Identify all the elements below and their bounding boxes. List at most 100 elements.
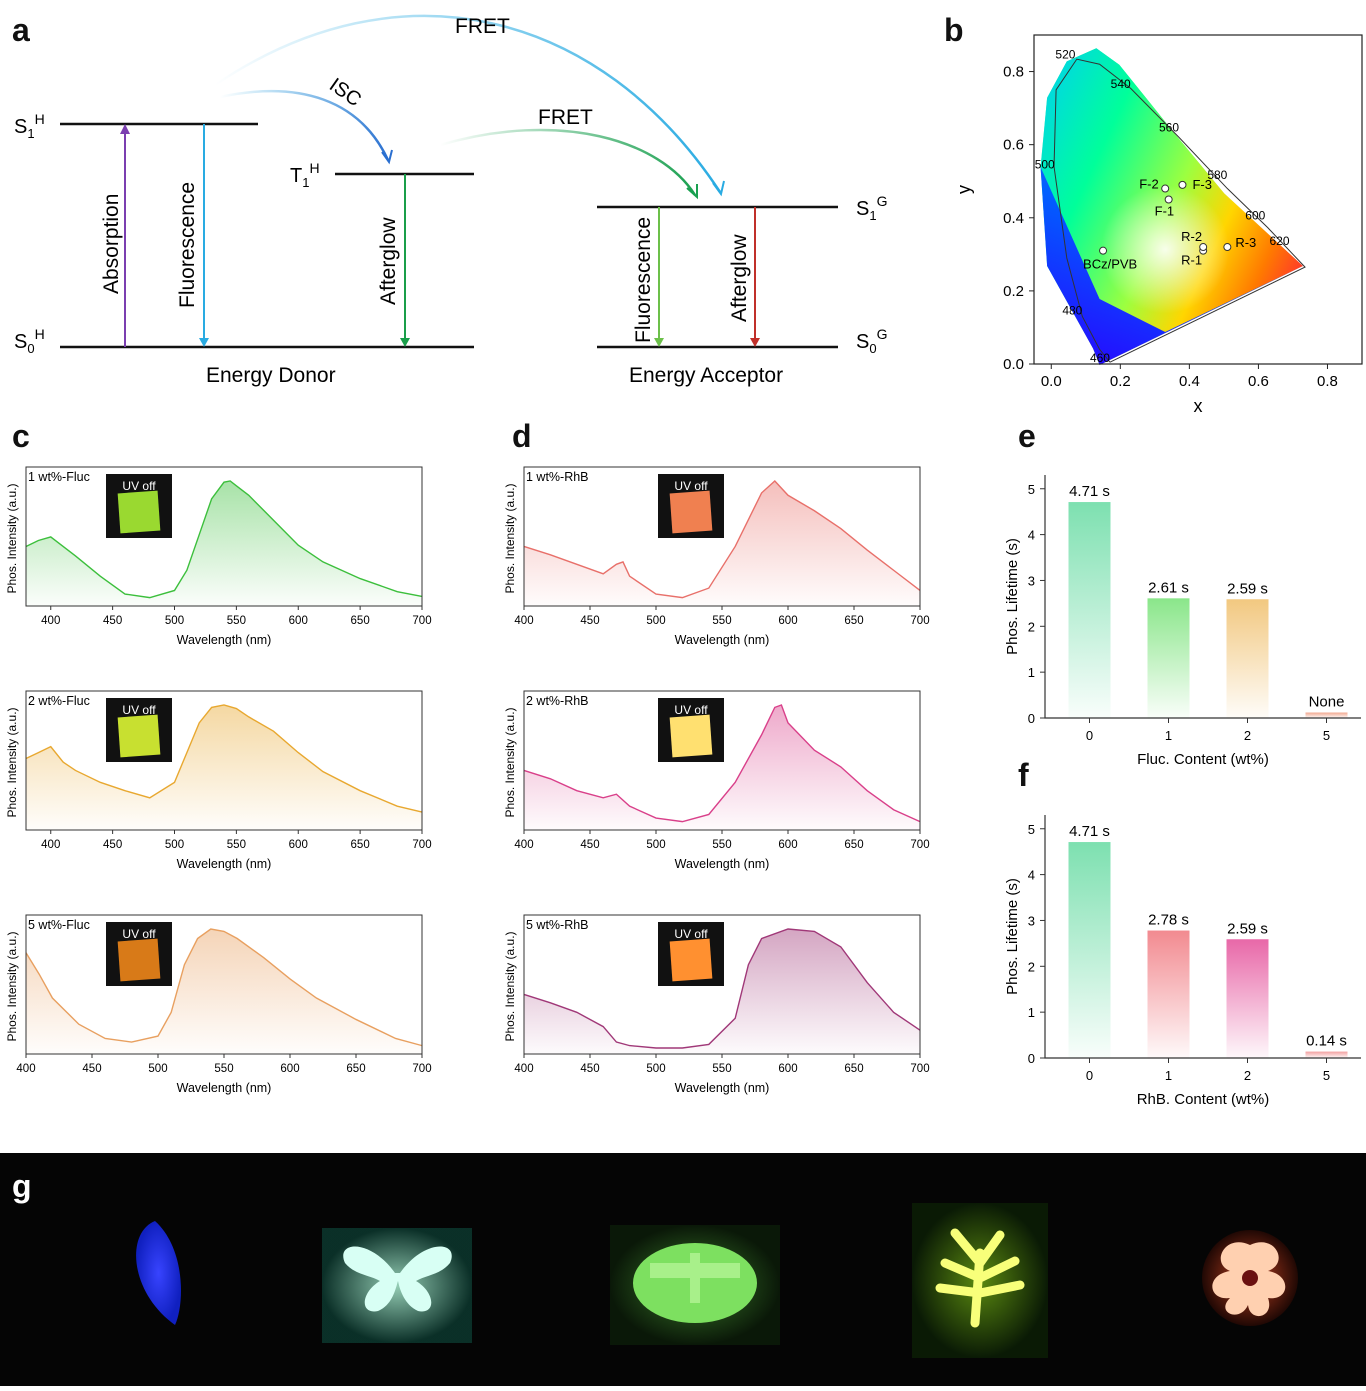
photo-flower [1202, 1230, 1298, 1326]
cie-point [1164, 195, 1173, 204]
spectrum-d1: 400 450 500 550 600 650 700 Wavelength (nm) Phos… [503, 466, 930, 647]
cie-wavelength-label: 480 [1062, 303, 1082, 317]
spectrum-y-label: Phos. Intensity (a.u.) [5, 483, 19, 593]
afterglow-acceptor-label: Afterglow [728, 234, 751, 322]
bar-y-tick-label: 1 [1028, 665, 1035, 680]
cie-y-tick-label: 0.6 [1003, 137, 1024, 154]
fret-top-arrow [214, 14, 722, 193]
panel-label-a: a [12, 12, 30, 48]
bar-y-tick-label: 2 [1028, 959, 1035, 974]
spectrum-x-tick-label: 500 [646, 615, 665, 627]
spectrum-x-tick-label: 500 [165, 615, 184, 627]
spectrum-x-tick-label: 650 [844, 615, 863, 627]
spectrum-y-label: Phos. Intensity (a.u.) [5, 707, 19, 817]
spectrum-x-label: Wavelength (nm) [675, 1081, 770, 1095]
cie-wavelength-label: 620 [1269, 234, 1289, 248]
cie-x-tick-label: 0.0 [1041, 373, 1062, 390]
spectrum-area [524, 481, 920, 606]
fluorescence-donor-label: Fluorescence [176, 182, 199, 308]
spectrum-d3: 400 450 500 550 600 650 700 Wavelength (nm) Phos… [503, 914, 930, 1095]
inset-uv-off-label: UV off [674, 927, 708, 941]
bar-value-label: 2.61 s [1148, 579, 1189, 596]
spectrum-x-tick-label: 400 [514, 839, 533, 851]
inset-sample-square [669, 938, 713, 982]
spectrum-x-tick-label: 400 [41, 839, 60, 851]
cie-point-label: R-1 [1181, 253, 1202, 268]
cie-point [1199, 243, 1208, 252]
panel-label-c: c [12, 418, 30, 454]
inset-uv-off-label: UV off [122, 479, 156, 493]
photo-butterfly [322, 1228, 472, 1343]
cie-locus [1053, 58, 1306, 363]
spectrum-line [25, 480, 423, 599]
cie-x-tick-label: 0.8 [1317, 373, 1338, 390]
cie-point-label: F-3 [1192, 177, 1212, 192]
spectrum-x-tick-label: 550 [712, 1063, 731, 1075]
inset-sample-square [117, 490, 161, 534]
t1h-label: T1H [290, 160, 320, 190]
spectrum-sample-label: 2 wt%-Fluc [28, 694, 90, 708]
cie-chart: 0.0 0.2 0.4 0.6 0.8 0.0 0.2 0.4 0.6 0.8 x y 460 480 50… [954, 34, 1363, 416]
cie-point [1223, 243, 1232, 252]
spectrum-x-tick-label: 700 [412, 1063, 431, 1075]
lifetime-bar [1147, 930, 1190, 1058]
cie-x-tick-label: 0.6 [1248, 373, 1269, 390]
bar-x-label: RhB. Content (wt%) [1137, 1091, 1270, 1108]
cie-point-label: F-1 [1155, 204, 1175, 219]
cie-wavelength-label: 560 [1159, 121, 1179, 135]
photo-dragonfly [610, 1225, 780, 1345]
s1g-label: S1G [856, 193, 887, 223]
spectrum-x-label: Wavelength (nm) [177, 633, 272, 647]
bar-value-label: 2.78 s [1148, 912, 1189, 929]
spectrum-x-tick-label: 450 [103, 839, 122, 851]
inset-uv-off-label: UV off [674, 479, 708, 493]
spectrum-x-tick-label: 450 [580, 615, 599, 627]
spectrum-x-tick-label: 650 [351, 615, 370, 627]
bar-x-tick-label: 2 [1244, 1068, 1251, 1083]
energy-donor-label: Energy Donor [206, 364, 336, 387]
bar-x-tick-label: 2 [1244, 728, 1251, 743]
fret-top-label: FRET [455, 15, 510, 38]
bar-x-tick-label: 0 [1086, 728, 1093, 743]
cie-x-tick-label: 0.2 [1110, 373, 1131, 390]
spectrum-x-tick-label: 600 [778, 1063, 797, 1075]
inset-sample-square [117, 938, 161, 982]
photo-leaf [136, 1221, 181, 1325]
bar-value-label: 4.71 s [1069, 483, 1110, 500]
spectrum-x-tick-label: 600 [289, 839, 308, 851]
lifetime-bar [1305, 1051, 1348, 1058]
bar-x-label: Fluc. Content (wt%) [1137, 751, 1269, 768]
spectrum-c3: 400 450 500 550 600 650 700 Wavelength (nm) Phos… [5, 914, 432, 1095]
spectrum-x-tick-label: 550 [712, 615, 731, 627]
s1h-label: S1H [14, 111, 45, 141]
panel-label-g: g [12, 1168, 32, 1204]
energy-acceptor-label: Energy Acceptor [629, 364, 783, 387]
cie-point-label: R-2 [1181, 229, 1202, 244]
spectrum-area [524, 929, 920, 1054]
photo-strip-svg: g [12, 1168, 1298, 1358]
inset-uv-off-label: UV off [122, 927, 156, 941]
lifetime-bar [1226, 939, 1269, 1058]
bar-x-tick-label: 5 [1323, 728, 1330, 743]
fluorescence-acceptor-label: Fluorescence [632, 217, 655, 343]
spectrum-line [523, 928, 921, 1049]
inset-sample-square [117, 714, 161, 758]
panel-label-e: e [1018, 418, 1036, 454]
spectrum-x-tick-label: 500 [646, 839, 665, 851]
spectrum-x-tick-label: 650 [844, 1063, 863, 1075]
cie-y-tick-label: 0.8 [1003, 64, 1024, 81]
spectrum-y-label: Phos. Intensity (a.u.) [5, 931, 19, 1041]
spectrum-line [523, 480, 921, 599]
spectrum-x-tick-label: 450 [82, 1063, 101, 1075]
spectrum-y-label: Phos. Intensity (a.u.) [503, 483, 517, 593]
absorption-label: Absorption [100, 194, 123, 294]
spectrum-sample-label: 1 wt%-Fluc [28, 470, 90, 484]
cie-point-label: R-3 [1235, 235, 1256, 250]
cie-wavelength-label: 460 [1090, 351, 1110, 365]
energy-diagram: FRET ISC FRET S1H T1H S0H S1G S0G Absorp… [14, 14, 887, 387]
spectrum-x-tick-label: 650 [351, 839, 370, 851]
cie-point [1178, 180, 1187, 189]
spectrum-x-tick-label: 650 [844, 839, 863, 851]
spectrum-x-label: Wavelength (nm) [177, 857, 272, 871]
spectrum-line [25, 928, 423, 1047]
